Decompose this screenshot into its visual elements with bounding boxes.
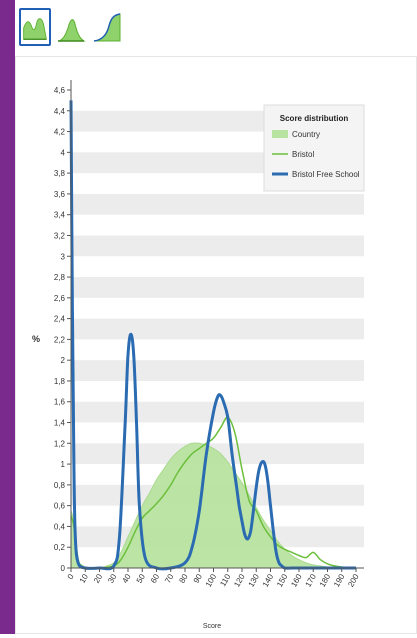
x-tick-label: 100	[204, 572, 219, 589]
distribution-chart-icon	[57, 19, 86, 42]
y-tick-label: 4,6	[54, 86, 66, 95]
legend-title: Score distribution	[280, 114, 349, 123]
y-axis-label: %	[32, 334, 40, 344]
y-tick-label: 0,6	[54, 502, 66, 511]
distribution-chart-button[interactable]	[55, 8, 87, 46]
x-tick-label: 110	[218, 572, 232, 588]
x-tick-label: 40	[120, 572, 133, 585]
x-tick-label: 30	[106, 572, 119, 585]
y-tick-label: 2	[61, 356, 66, 365]
x-tick-label: 170	[304, 572, 319, 589]
y-tick-label: 1,6	[54, 398, 66, 407]
legend-label: Bristol Free School	[292, 170, 360, 179]
y-tick-label: 1,8	[54, 377, 66, 386]
density-chart-button[interactable]	[19, 8, 51, 46]
y-tick-label: 0,4	[54, 522, 66, 531]
grid-band	[71, 360, 364, 381]
x-tick-label: 190	[332, 572, 347, 589]
y-tick-label: 1,2	[54, 439, 66, 448]
y-tick-label: 2,8	[54, 273, 66, 282]
x-tick-label: 20	[92, 572, 105, 585]
chart-type-toolbar	[15, 0, 417, 56]
legend-label: Country	[292, 130, 320, 139]
legend-label: Bristol	[292, 150, 314, 159]
y-tick-label: 2,6	[54, 294, 66, 303]
x-tick-label: 160	[289, 572, 304, 589]
y-tick-label: 4,4	[54, 107, 66, 116]
y-tick-label: 0,8	[54, 481, 66, 490]
y-tick-label: 2,4	[54, 315, 66, 324]
y-tick-label: 4,2	[54, 128, 66, 137]
x-tick-label: 200	[346, 572, 361, 589]
y-tick-label: 2,2	[54, 335, 66, 344]
y-tick-label: 1	[61, 460, 66, 469]
x-tick-label: 150	[275, 572, 290, 589]
series-line-bristol	[70, 416, 357, 569]
x-tick-label: 10	[78, 572, 91, 585]
score-distribution-chart: 0 0,2 0,4 0,6 0,8 1 1,2 1,4 1,6 1,8 2 2,2 2,4 2,6 2,8 3…	[32, 80, 365, 630]
x-tick-label: 140	[261, 572, 276, 589]
x-tick-label: 70	[163, 572, 176, 585]
x-tick-label: 50	[135, 572, 148, 585]
y-tick-label: 3,2	[54, 231, 66, 240]
grid-band	[71, 277, 364, 298]
grid-band	[71, 401, 364, 423]
y-tick-label: 3	[61, 252, 66, 261]
x-tick-label: 180	[318, 572, 333, 589]
cumulative-chart-button[interactable]	[91, 8, 123, 46]
legend-swatch-country	[272, 130, 288, 138]
series-line-bristol-free-school	[69, 100, 356, 571]
y-tick-label: 1,4	[54, 419, 66, 428]
y-tick-label: 3,4	[54, 211, 66, 220]
x-axis-label: Score	[203, 623, 221, 630]
grid-band	[71, 318, 364, 340]
chart-panel: 0 0,2 0,4 0,6 0,8 1 1,2 1,4 1,6 1,8 2 2,2 2,4 2,6 2,8 3…	[15, 56, 417, 634]
x-tick-label: 90	[192, 572, 205, 585]
y-tick-label: 0,2	[54, 543, 66, 552]
y-tick-label: 3,6	[54, 190, 66, 199]
x-tick-label: 130	[247, 572, 262, 589]
y-tick-label: 0	[61, 564, 66, 573]
x-tick-label: 60	[149, 572, 162, 585]
x-tick-label: 120	[232, 572, 247, 589]
density-chart-icon	[23, 18, 47, 40]
x-tick-label: 80	[177, 572, 190, 585]
grid-band	[71, 235, 364, 257]
x-tick-label: 0	[66, 572, 76, 581]
cumulative-chart-icon	[93, 13, 121, 42]
sidebar-accent-bar	[0, 0, 15, 634]
legend-box	[263, 104, 365, 192]
y-tick-label: 4	[61, 148, 66, 157]
y-tick-label: 3,8	[54, 169, 66, 178]
grid-band	[71, 193, 364, 215]
